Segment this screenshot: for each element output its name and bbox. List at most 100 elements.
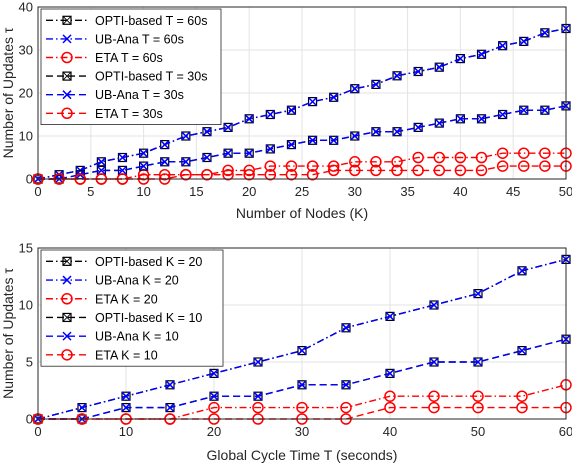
legend: OPTI-based T = 60s UB-Ana T = 60s ETA T = … <box>40 8 222 125</box>
data-point <box>498 41 508 51</box>
data-point <box>433 151 446 164</box>
data-point <box>244 114 254 124</box>
data-point <box>455 114 465 124</box>
y-axis-label: Number of Updates τ <box>0 268 16 399</box>
data-point <box>413 66 423 77</box>
x-tick-label: 0 <box>34 424 41 439</box>
data-point <box>243 168 255 181</box>
data-point <box>201 168 213 181</box>
data-point <box>165 403 175 413</box>
data-point <box>413 122 423 132</box>
data-point <box>327 164 340 177</box>
data-point <box>180 168 192 181</box>
data-point <box>77 403 87 413</box>
y-tick-label: 0 <box>26 172 33 187</box>
data-point <box>518 147 530 159</box>
data-point <box>472 390 484 402</box>
data-point <box>308 97 318 107</box>
data-point <box>297 380 307 390</box>
data-point <box>516 401 528 414</box>
data-point <box>252 401 264 414</box>
data-point <box>253 357 263 367</box>
data-point <box>117 152 128 163</box>
legend-label: OPTI-based T = 60s <box>95 14 207 28</box>
data-point <box>391 164 403 177</box>
data-point <box>517 266 527 276</box>
data-point <box>350 131 360 141</box>
data-point <box>454 164 467 177</box>
data-point <box>428 401 440 414</box>
data-point <box>476 114 487 124</box>
data-point <box>264 168 277 181</box>
data-point <box>96 165 106 175</box>
data-point <box>139 161 149 171</box>
data-point <box>370 156 382 168</box>
data-point <box>244 148 254 158</box>
x-tick-label: 50 <box>559 184 572 199</box>
data-point <box>473 289 483 299</box>
x-tick-label: 20 <box>242 184 256 199</box>
x-tick-label: 50 <box>471 424 485 439</box>
series-line <box>38 152 566 180</box>
data-point <box>385 311 395 321</box>
data-point <box>327 160 340 172</box>
data-point <box>384 401 396 414</box>
data-point <box>329 92 339 102</box>
data-point <box>498 109 508 120</box>
legend-marker <box>62 275 72 285</box>
data-point <box>518 160 530 172</box>
series-line <box>37 27 567 180</box>
data-point <box>208 401 220 414</box>
data-point <box>308 135 318 145</box>
x-tick-label: 10 <box>119 424 133 439</box>
data-point <box>384 390 396 402</box>
data-point <box>433 164 446 177</box>
data-point <box>285 160 298 172</box>
data-point <box>181 131 191 141</box>
legend-item: UB-Ana K = 10 <box>46 330 179 344</box>
legend-box <box>40 8 222 125</box>
data-point <box>209 368 219 378</box>
data-point <box>121 403 131 413</box>
x-tick-label: 30 <box>295 424 309 439</box>
series-line <box>38 105 567 180</box>
data-point <box>160 140 170 150</box>
data-point <box>519 36 529 46</box>
data-point <box>539 147 551 159</box>
data-point <box>475 164 488 177</box>
data-point <box>429 300 439 310</box>
y-tick-label: 30 <box>19 43 33 58</box>
data-point <box>454 151 467 164</box>
legend-label: UB-Ana T = 30s <box>95 88 184 102</box>
legend-label: UB-Ana K = 10 <box>95 330 179 344</box>
legend-marker <box>62 34 72 44</box>
legend-label: UB-Ana T = 60s <box>95 32 184 46</box>
data-point <box>412 151 424 164</box>
data-point <box>209 391 219 401</box>
data-point <box>392 127 402 137</box>
axes-frame <box>37 247 567 420</box>
data-point <box>428 390 440 402</box>
data-point <box>297 346 307 356</box>
data-point <box>223 148 233 158</box>
data-point <box>286 140 296 150</box>
legend-marker <box>62 90 72 100</box>
data-point <box>519 105 529 115</box>
data-point <box>539 160 551 172</box>
x-tick-label: 20 <box>207 424 221 439</box>
data-point <box>472 401 484 414</box>
legend-item: OPTI-based T = 30s <box>46 70 207 84</box>
data-point <box>223 122 233 132</box>
chart-2: 0 10 20 30 40 50 60 0 5 10 15 Global Cycle Time T (… <box>0 241 572 464</box>
data-point <box>285 168 298 181</box>
legend-item: UB-Ana K = 20 <box>46 274 179 288</box>
x-tick-label: 0 <box>34 184 41 199</box>
y-tick-label: 15 <box>19 241 33 256</box>
data-point <box>350 84 360 94</box>
data-point <box>370 164 382 177</box>
legend-marker <box>62 71 72 81</box>
y-tick-label: 5 <box>26 355 33 370</box>
legend-item: OPTI-based K = 20 <box>46 255 202 269</box>
legend-label: OPTI-based K = 20 <box>95 255 202 269</box>
